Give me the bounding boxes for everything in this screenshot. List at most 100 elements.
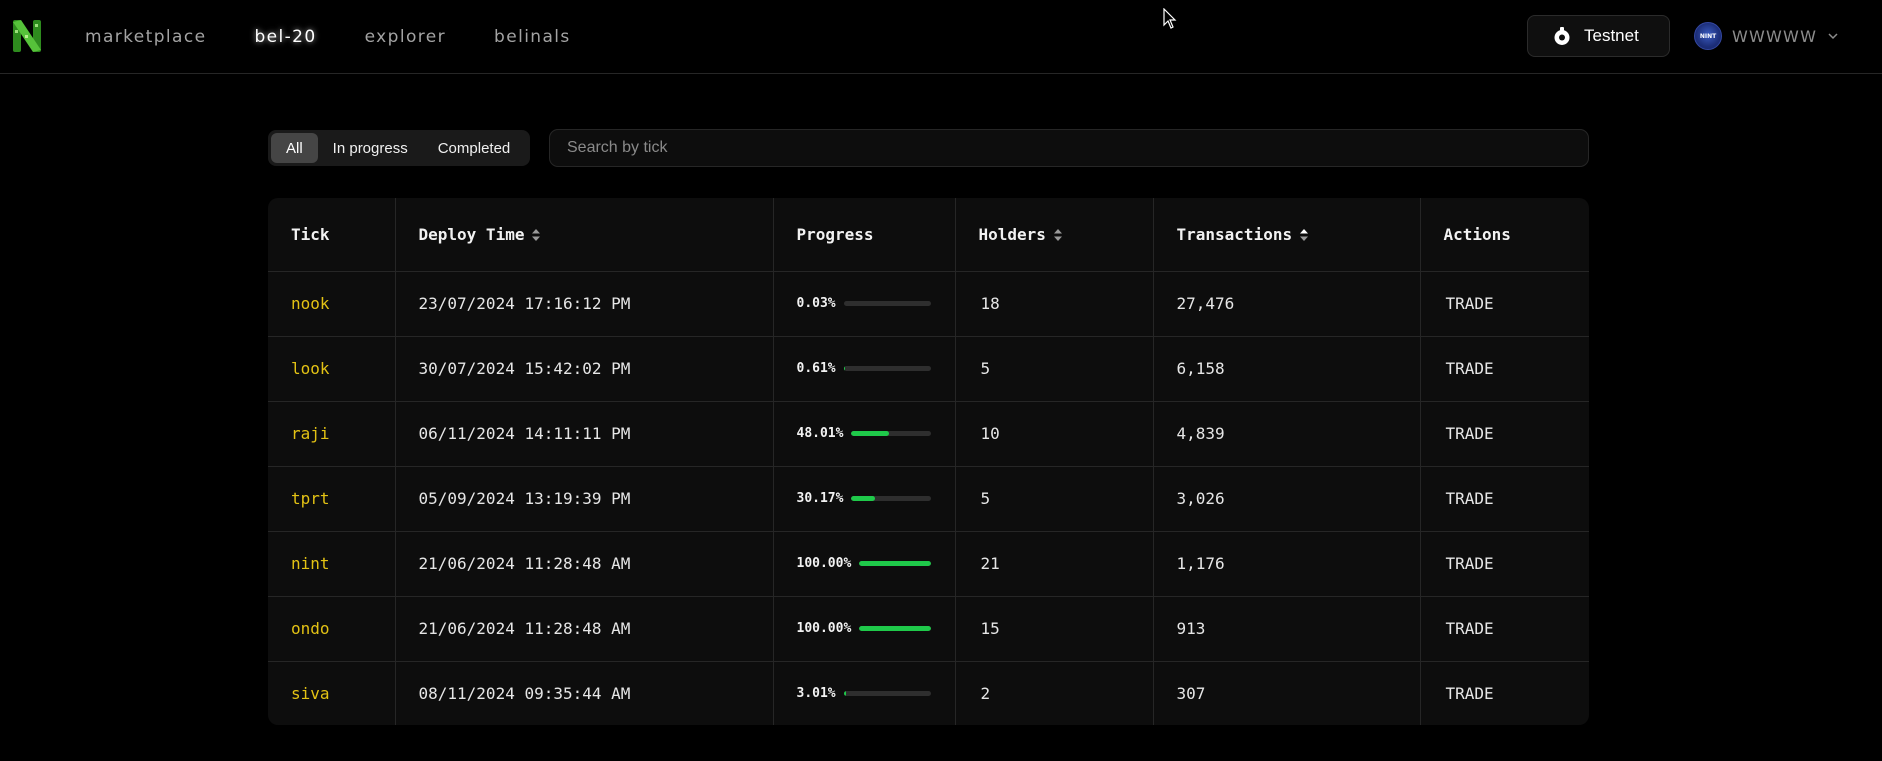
- deploy-time: 06/11/2024 14:11:11 PM: [395, 401, 774, 467]
- holders-count: 10: [955, 401, 1154, 467]
- deploy-time: 21/06/2024 11:28:48 AM: [395, 531, 774, 597]
- column-header-label: Deploy Time: [418, 224, 525, 244]
- deploy-time: 30/07/2024 15:42:02 PM: [395, 336, 774, 402]
- chevron-down-icon: [1828, 33, 1838, 40]
- sort-desc-icon[interactable]: [1300, 228, 1309, 241]
- progress-percent: 0.03%: [796, 296, 836, 311]
- nav-link-explorer[interactable]: explorer: [364, 26, 447, 47]
- holders-count: 5: [955, 336, 1154, 402]
- trade-button[interactable]: TRADE: [1420, 271, 1589, 337]
- table-row[interactable]: ondo 21/06/2024 11:28:48 AM 100.00% 15 9…: [268, 596, 1589, 662]
- sort-icon[interactable]: [532, 228, 541, 241]
- progress-bar-fill: [851, 431, 890, 436]
- trade-button[interactable]: TRADE: [1420, 596, 1589, 662]
- progress-bar-fill: [859, 626, 931, 631]
- trade-button[interactable]: TRADE: [1420, 401, 1589, 467]
- progress-bar-fill: [843, 691, 847, 697]
- deploy-time: 08/11/2024 09:35:44 AM: [395, 661, 774, 725]
- column-header-transactions[interactable]: Transactions: [1153, 198, 1421, 272]
- column-header-deploy-time[interactable]: Deploy Time: [395, 198, 774, 272]
- holders-count: 21: [955, 531, 1154, 597]
- tick-link[interactable]: nook: [268, 271, 396, 337]
- progress-percent: 100.00%: [796, 556, 852, 571]
- trade-button[interactable]: TRADE: [1445, 684, 1494, 704]
- tick-link[interactable]: raji: [268, 401, 396, 467]
- table-row[interactable]: raji 06/11/2024 14:11:11 PM 48.01% 10 4,…: [268, 401, 1589, 467]
- tick-link[interactable]: ondo: [268, 596, 396, 662]
- nav-links: marketplace bel-20 explorer belinals: [85, 0, 619, 73]
- progress-bar: [843, 301, 931, 306]
- transactions-count: 913: [1153, 596, 1421, 662]
- transactions-count: 27,476: [1153, 271, 1421, 337]
- progress-bar-fill: [859, 561, 931, 566]
- sort-icon[interactable]: [1053, 228, 1062, 241]
- transactions-count: 1,176: [1153, 531, 1421, 597]
- progress-cell: 48.01%: [773, 401, 956, 467]
- nav-link-belinals[interactable]: belinals: [494, 26, 571, 47]
- progress-cell: 30.17%: [773, 466, 956, 532]
- column-header-label: Tick: [291, 224, 330, 244]
- user-name: WWWWW: [1732, 26, 1818, 46]
- progress-bar: [843, 691, 931, 697]
- network-icon: [1554, 27, 1570, 45]
- table-row[interactable]: nint 21/06/2024 11:28:48 AM 100.00% 21 1…: [268, 531, 1589, 597]
- trade-button[interactable]: TRADE: [1420, 466, 1589, 532]
- filter-tab-all[interactable]: All: [271, 133, 318, 163]
- holders-count: 18: [955, 271, 1154, 337]
- transactions-count: 4,839: [1153, 401, 1421, 467]
- column-header-label: Transactions: [1176, 224, 1293, 244]
- tokens-table: Tick Deploy Time Progress Holders Transa…: [268, 198, 1589, 725]
- holders-count: 15: [955, 596, 1154, 662]
- progress-cell: 100.00%: [773, 531, 956, 597]
- progress-bar: [851, 496, 931, 501]
- deploy-time: 23/07/2024 17:16:12 PM: [395, 271, 774, 337]
- progress-percent: 30.17%: [796, 491, 844, 506]
- progress-bar: [851, 431, 931, 436]
- tick-link[interactable]: nint: [268, 531, 396, 597]
- progress-cell: 3.01%: [773, 661, 956, 725]
- progress-bar-fill: [843, 366, 846, 371]
- avatar: NINT: [1694, 22, 1722, 50]
- column-header-actions: Actions: [1420, 198, 1589, 272]
- trade-button[interactable]: TRADE: [1420, 336, 1589, 402]
- user-menu[interactable]: NINT WWWWW: [1694, 21, 1839, 51]
- status-filter: All In progress Completed: [268, 130, 530, 166]
- progress-percent: 3.01%: [796, 686, 836, 702]
- column-header-tick: Tick: [268, 198, 396, 272]
- progress-cell: 100.00%: [773, 596, 956, 662]
- progress-bar-fill: [851, 496, 876, 501]
- progress-cell: 0.03%: [773, 271, 956, 337]
- table-row[interactable]: nook 23/07/2024 17:16:12 PM 0.03% 18 27,…: [268, 271, 1589, 337]
- column-header-label: Holders: [978, 224, 1046, 244]
- column-header-progress: Progress: [773, 198, 956, 272]
- deploy-time: 21/06/2024 11:28:48 AM: [395, 596, 774, 662]
- filter-tab-in-progress[interactable]: In progress: [332, 139, 408, 157]
- column-header-label: Actions: [1443, 224, 1511, 244]
- tick-link[interactable]: look: [268, 336, 396, 402]
- progress-percent: 48.01%: [796, 426, 844, 441]
- trade-button[interactable]: TRADE: [1420, 531, 1589, 597]
- table-row[interactable]: tprt 05/09/2024 13:19:39 PM 30.17% 5 3,0…: [268, 466, 1589, 532]
- transactions-count: 3,026: [1153, 466, 1421, 532]
- network-label: Testnet: [1584, 26, 1639, 45]
- tick-link[interactable]: siva: [268, 661, 396, 725]
- holders-count: 2: [955, 661, 1154, 725]
- search-input[interactable]: [549, 129, 1589, 167]
- logo-icon[interactable]: [13, 18, 41, 54]
- mouse-cursor-icon: [1163, 8, 1177, 29]
- table-row[interactable]: siva 08/11/2024 09:35:44 AM 3.01% 2 307 …: [268, 661, 1589, 725]
- table-row[interactable]: look 30/07/2024 15:42:02 PM 0.61% 5 6,15…: [268, 336, 1589, 402]
- deploy-time: 05/09/2024 13:19:39 PM: [395, 466, 774, 532]
- column-header-holders[interactable]: Holders: [955, 198, 1154, 272]
- progress-percent: 100.00%: [796, 621, 852, 636]
- nav-link-bel-20[interactable]: bel-20: [254, 26, 317, 47]
- filter-tab-completed[interactable]: Completed: [437, 139, 511, 157]
- progress-bar: [859, 626, 931, 631]
- tick-link[interactable]: tprt: [268, 466, 396, 532]
- table-header-row: Tick Deploy Time Progress Holders Transa…: [268, 198, 1589, 272]
- progress-cell: 0.61%: [773, 336, 956, 402]
- progress-bar: [859, 561, 931, 566]
- nav-link-marketplace[interactable]: marketplace: [85, 26, 207, 47]
- network-button[interactable]: Testnet: [1527, 15, 1670, 57]
- progress-percent: 0.61%: [796, 361, 836, 376]
